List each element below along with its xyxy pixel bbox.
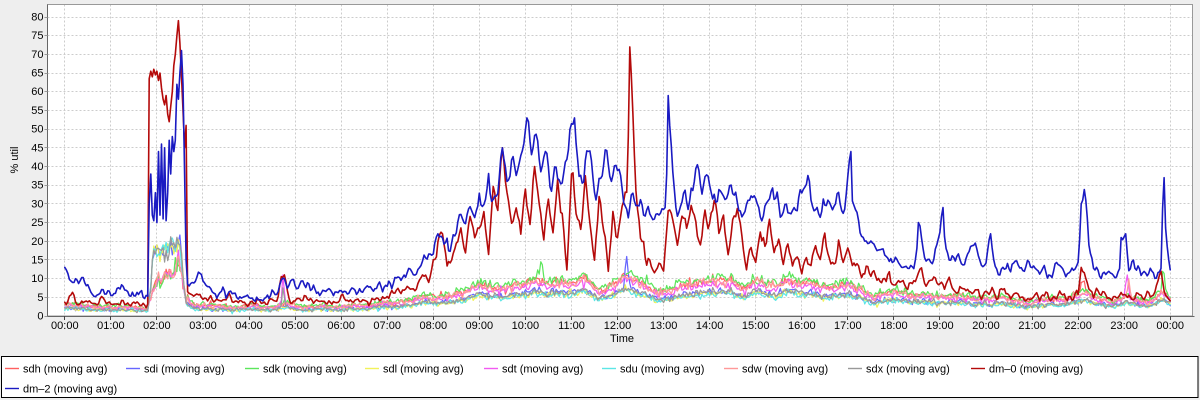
svg-text:20: 20: [31, 236, 43, 248]
svg-text:12:00: 12:00: [604, 320, 632, 332]
svg-text:04:00: 04:00: [235, 320, 263, 332]
svg-text:00:00: 00:00: [51, 320, 79, 332]
svg-text:60: 60: [31, 86, 43, 98]
svg-text:07:00: 07:00: [373, 320, 401, 332]
svg-text:75: 75: [31, 30, 43, 42]
svg-text:0: 0: [37, 311, 43, 323]
svg-text:00:00: 00:00: [1156, 320, 1184, 332]
svg-text:50: 50: [31, 124, 43, 136]
svg-text:16:00: 16:00: [788, 320, 816, 332]
svg-text:14:00: 14:00: [696, 320, 724, 332]
svg-text:70: 70: [31, 49, 43, 61]
svg-text:15: 15: [31, 254, 43, 266]
svg-text:sdl (moving avg): sdl (moving avg): [383, 364, 464, 376]
svg-text:80: 80: [31, 12, 43, 24]
svg-text:11:00: 11:00: [558, 320, 585, 332]
svg-text:Time: Time: [610, 333, 634, 345]
svg-text:02:00: 02:00: [143, 320, 171, 332]
svg-text:15:00: 15:00: [742, 320, 770, 332]
svg-text:01:00: 01:00: [97, 320, 125, 332]
svg-text:% util: % util: [9, 147, 21, 174]
svg-text:35: 35: [31, 180, 43, 192]
svg-text:30: 30: [31, 198, 43, 210]
svg-text:sdw (moving avg): sdw (moving avg): [742, 364, 828, 376]
svg-text:25: 25: [31, 217, 43, 229]
svg-text:45: 45: [31, 142, 43, 154]
svg-text:sdx (moving avg): sdx (moving avg): [866, 364, 950, 376]
svg-text:22:00: 22:00: [1064, 320, 1092, 332]
svg-text:40: 40: [31, 161, 43, 173]
svg-text:17:00: 17:00: [834, 320, 862, 332]
svg-text:sdt (moving avg): sdt (moving avg): [502, 364, 583, 376]
svg-text:sdh (moving avg): sdh (moving avg): [23, 364, 107, 376]
svg-text:19:00: 19:00: [926, 320, 954, 332]
svg-text:sdk (moving avg): sdk (moving avg): [263, 364, 347, 376]
svg-text:20:00: 20:00: [972, 320, 1000, 332]
svg-text:sdi (moving avg): sdi (moving avg): [144, 364, 225, 376]
svg-text:21:00: 21:00: [1018, 320, 1046, 332]
svg-text:65: 65: [31, 68, 43, 80]
svg-text:06:00: 06:00: [327, 320, 355, 332]
svg-text:5: 5: [37, 292, 43, 304]
svg-text:13:00: 13:00: [650, 320, 678, 332]
svg-text:05:00: 05:00: [281, 320, 309, 332]
svg-text:55: 55: [31, 105, 43, 117]
svg-text:dm–2 (moving avg): dm–2 (moving avg): [23, 384, 117, 396]
svg-text:18:00: 18:00: [880, 320, 908, 332]
svg-text:10:00: 10:00: [512, 320, 540, 332]
svg-text:03:00: 03:00: [189, 320, 217, 332]
svg-text:sdu (moving avg): sdu (moving avg): [620, 364, 704, 376]
svg-text:10: 10: [31, 273, 43, 285]
svg-text:09:00: 09:00: [466, 320, 494, 332]
svg-text:23:00: 23:00: [1110, 320, 1138, 332]
svg-text:dm–0 (moving avg): dm–0 (moving avg): [989, 364, 1083, 376]
svg-text:08:00: 08:00: [420, 320, 448, 332]
